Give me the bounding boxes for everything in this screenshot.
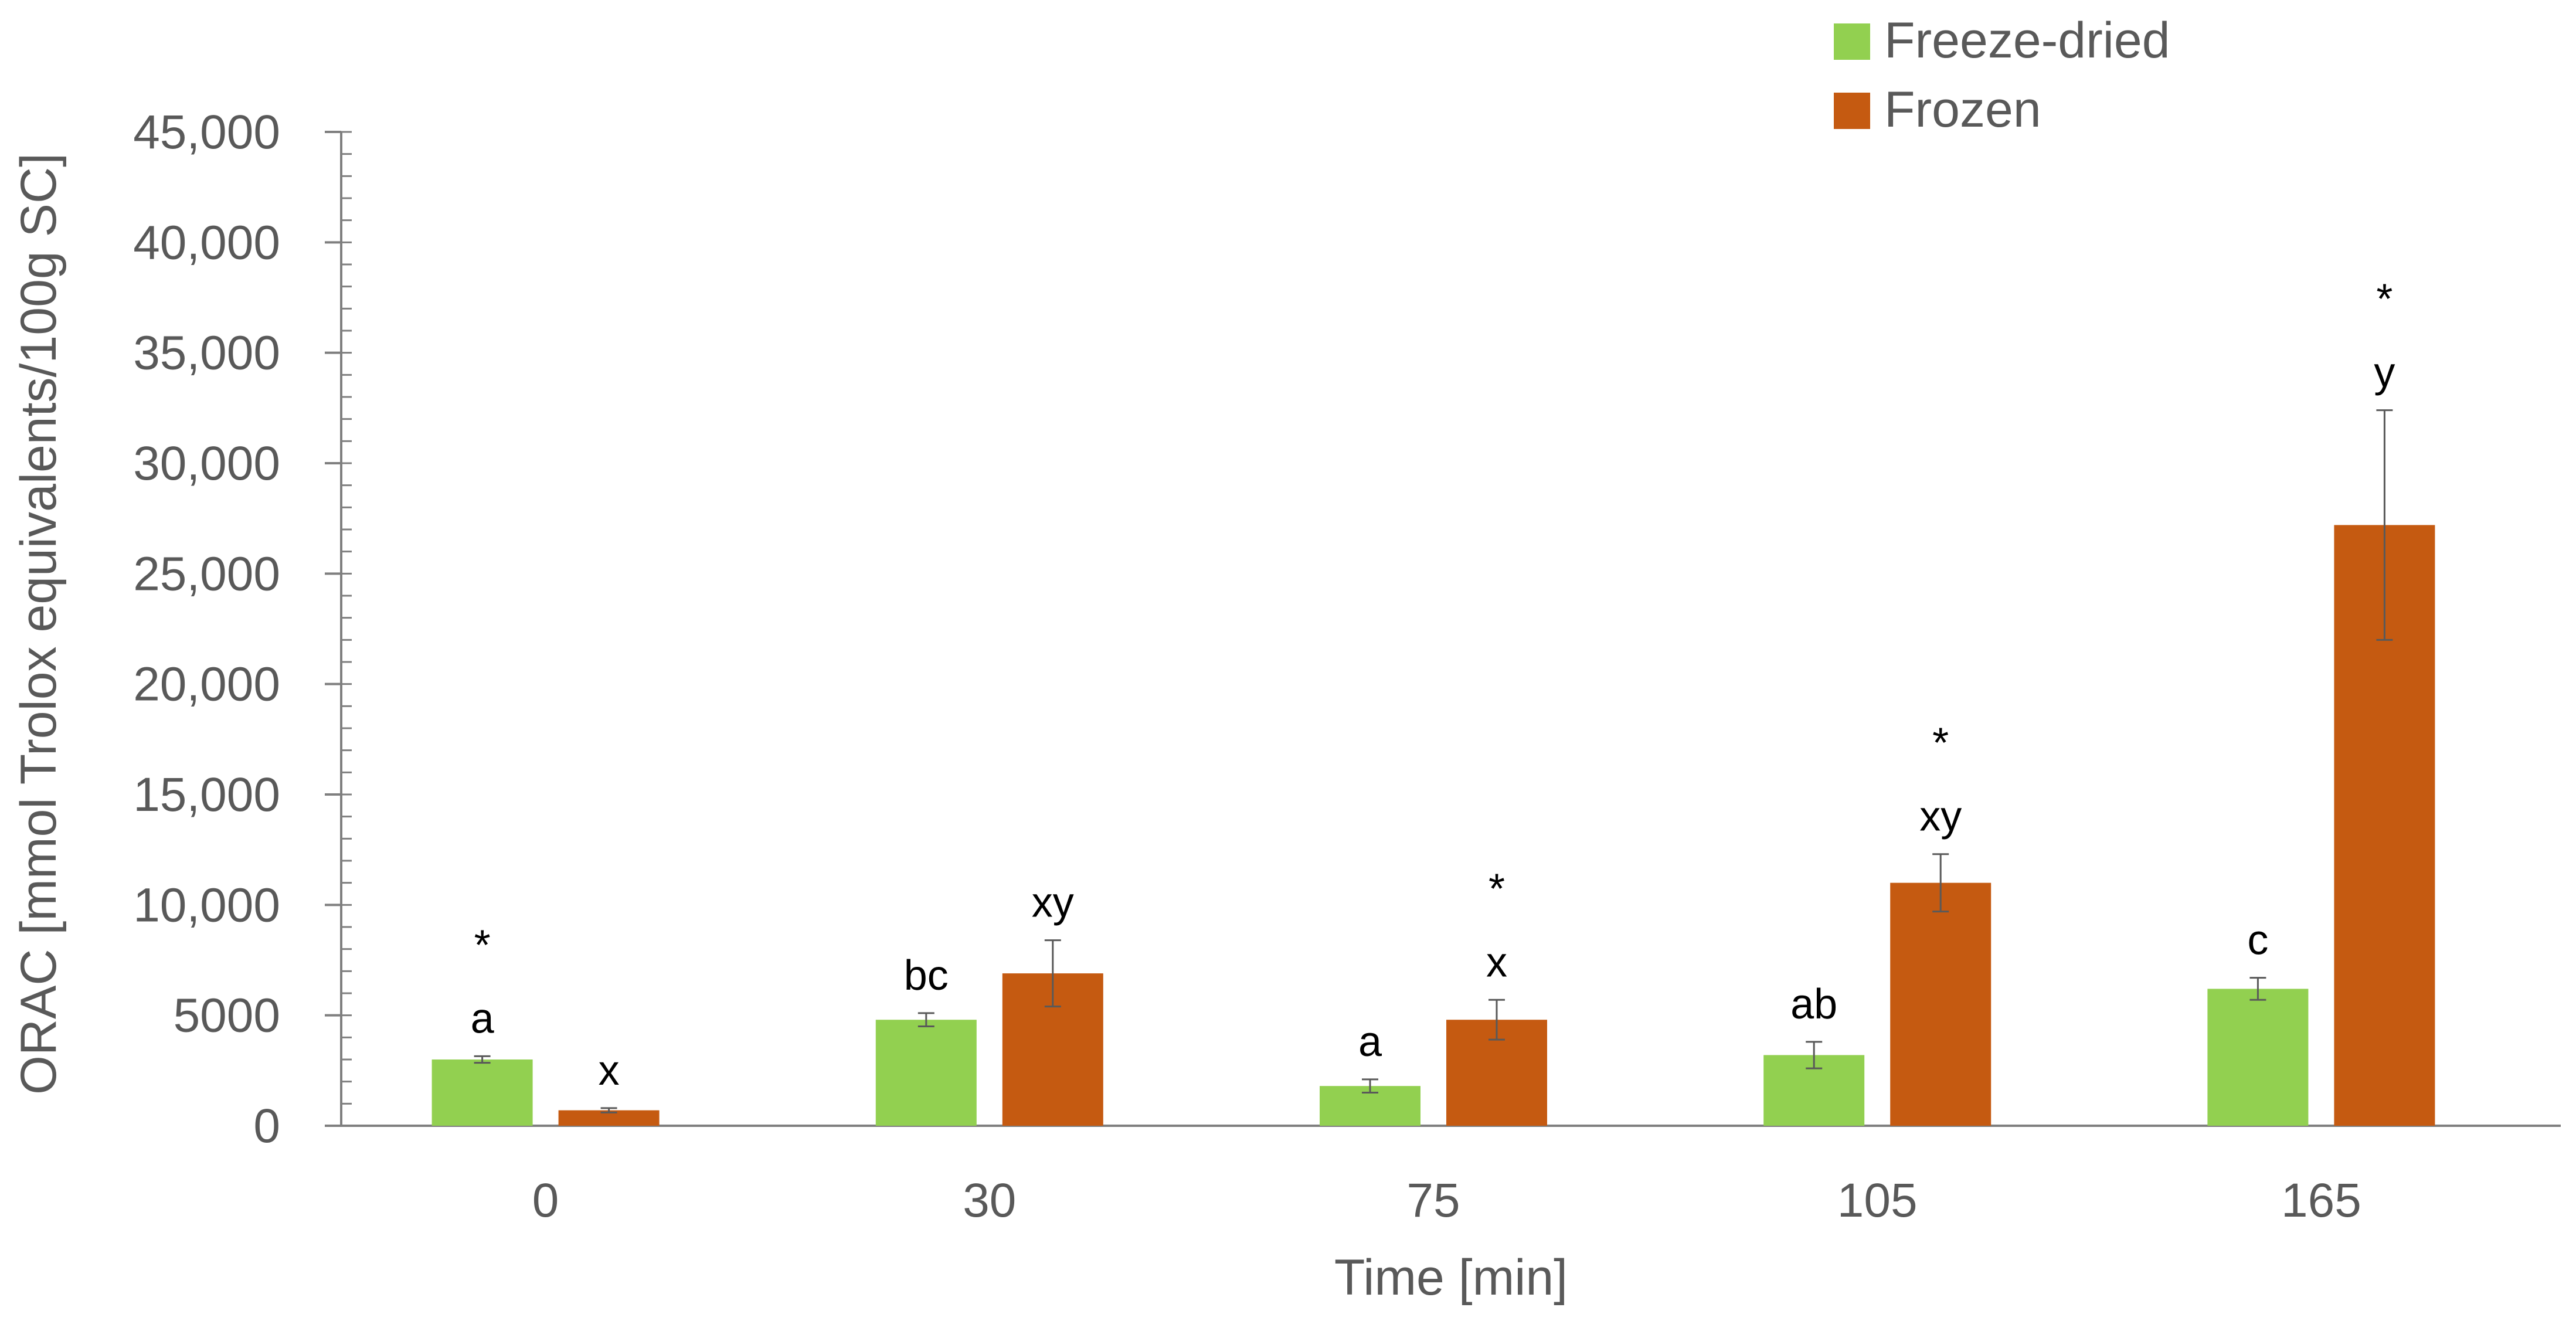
- legend: Freeze-dried Frozen: [1834, 12, 2170, 138]
- significance-letter: x: [1486, 939, 1507, 986]
- y-tick-label: 10,000: [133, 878, 280, 932]
- significance-letter: xy: [1032, 879, 1074, 926]
- y-tick-label: 30,000: [133, 437, 280, 490]
- significance-letter: x: [599, 1047, 620, 1094]
- significance-letter: c: [2247, 917, 2268, 964]
- x-tick-label: 165: [2281, 1174, 2361, 1227]
- bars: [431, 409, 2435, 1126]
- bar-frozen-105: [1890, 882, 1992, 1126]
- x-axis-title: Time [min]: [1334, 1249, 1568, 1306]
- significance-letter: ab: [1790, 981, 1837, 1028]
- legend-swatch-frozen: [1834, 93, 1870, 129]
- significance-letter: a: [471, 995, 495, 1042]
- y-tick-label: 5000: [174, 989, 280, 1042]
- significance-letter: a: [1358, 1018, 1382, 1065]
- y-tick-label: 45,000: [133, 106, 280, 159]
- y-tick-label: 20,000: [133, 658, 280, 711]
- significance-star: *: [2376, 276, 2393, 323]
- y-axis: 0 5000 10,000 15,000 20,000 25,000 30,000 35,00…: [133, 106, 352, 1153]
- y-tick-label: 25,000: [133, 547, 280, 600]
- legend-swatch-freeze-dried: [1834, 23, 1870, 60]
- annotations: a * x bc xy a x * ab xy * c y *: [471, 276, 2395, 1094]
- y-tick-label: 35,000: [133, 327, 280, 380]
- bar-freeze-dried-0: [431, 1059, 533, 1126]
- legend-label-freeze-dried: Freeze-dried: [1884, 12, 2170, 69]
- significance-letter: bc: [904, 952, 949, 999]
- y-tick-label: 15,000: [133, 768, 280, 821]
- bar-freeze-dried-30: [875, 1020, 977, 1126]
- significance-star: *: [1932, 720, 1949, 767]
- x-tick-label: 30: [963, 1174, 1016, 1227]
- x-tick-label: 75: [1406, 1174, 1460, 1227]
- bar-freeze-dried-165: [2207, 989, 2309, 1126]
- y-tick-label: 40,000: [133, 216, 280, 269]
- x-tick-label: 105: [1837, 1174, 1918, 1227]
- significance-star: *: [1488, 865, 1505, 912]
- significance-letter: xy: [1919, 793, 1962, 840]
- significance-letter: y: [2374, 349, 2395, 396]
- x-tick-label: 0: [532, 1174, 559, 1227]
- y-tick-label: 0: [253, 1099, 280, 1153]
- legend-label-frozen: Frozen: [1884, 81, 2041, 138]
- significance-star: *: [474, 922, 491, 969]
- x-axis: 0 30 75 105 165: [341, 1125, 2561, 1227]
- y-axis-title: ORAC [mmol Trolox equivalents/100g SC]: [11, 153, 67, 1095]
